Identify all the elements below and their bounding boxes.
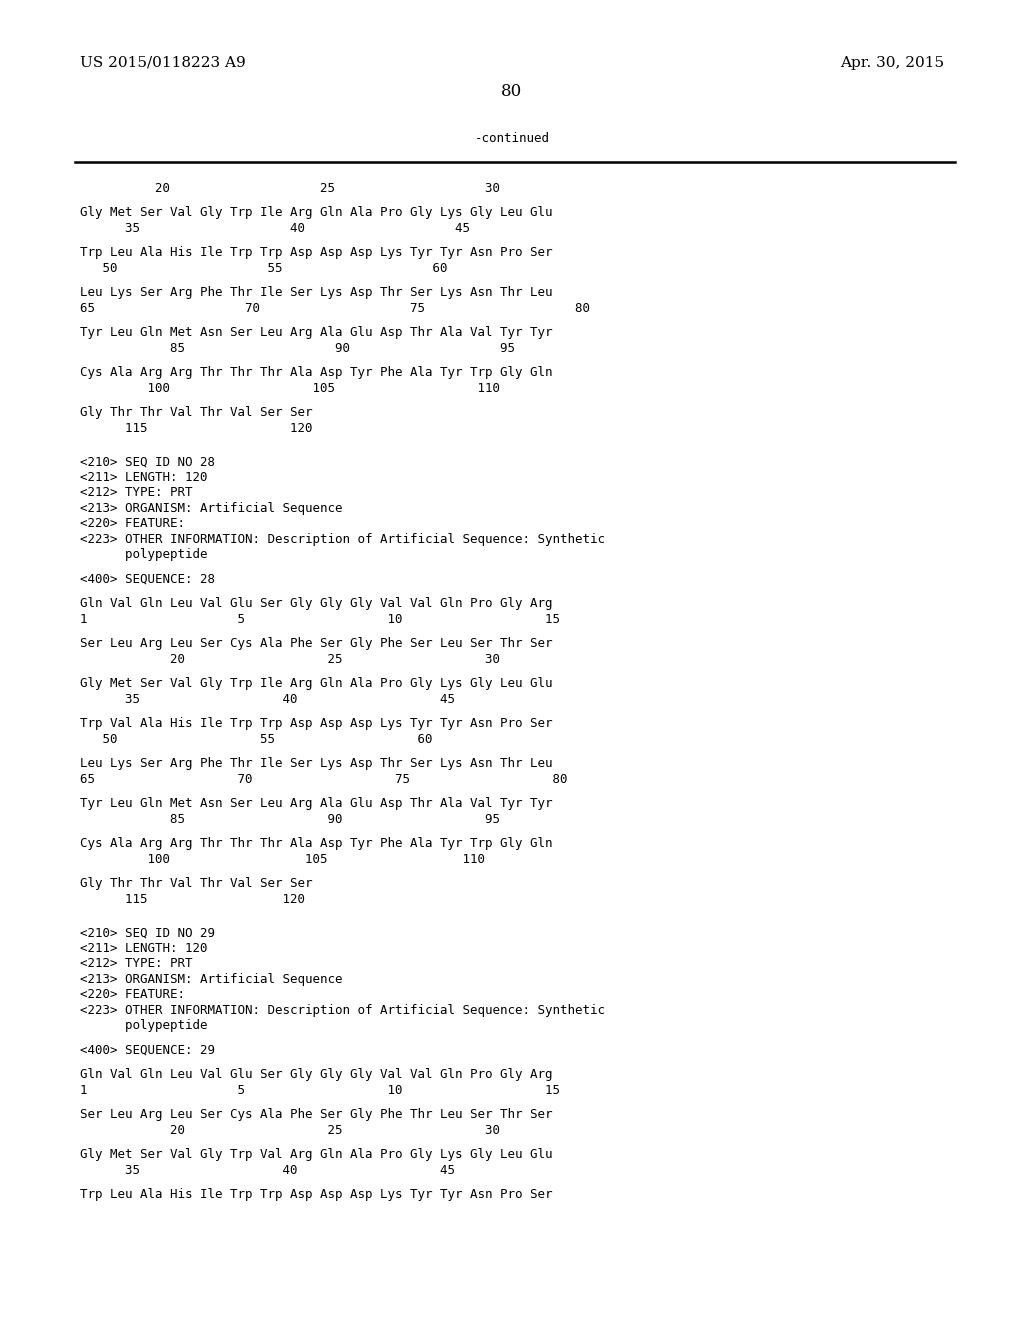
Text: <211> LENGTH: 120: <211> LENGTH: 120 — [80, 942, 208, 954]
Text: <220> FEATURE:: <220> FEATURE: — [80, 517, 185, 531]
Text: <210> SEQ ID NO 28: <210> SEQ ID NO 28 — [80, 455, 215, 469]
Text: Trp Leu Ala His Ile Trp Trp Asp Asp Asp Lys Tyr Tyr Asn Pro Ser: Trp Leu Ala His Ile Trp Trp Asp Asp Asp … — [80, 1188, 553, 1201]
Text: Tyr Leu Gln Met Asn Ser Leu Arg Ala Glu Asp Thr Ala Val Tyr Tyr: Tyr Leu Gln Met Asn Ser Leu Arg Ala Glu … — [80, 326, 553, 339]
Text: 65                    70                    75                    80: 65 70 75 80 — [80, 302, 590, 315]
Text: 85                    90                    95: 85 90 95 — [80, 342, 515, 355]
Text: <220> FEATURE:: <220> FEATURE: — [80, 989, 185, 1002]
Text: <223> OTHER INFORMATION: Description of Artificial Sequence: Synthetic: <223> OTHER INFORMATION: Description of … — [80, 533, 605, 546]
Text: 115                   120: 115 120 — [80, 422, 312, 436]
Text: 20                   25                   30: 20 25 30 — [80, 1125, 500, 1137]
Text: Leu Lys Ser Arg Phe Thr Ile Ser Lys Asp Thr Ser Lys Asn Thr Leu: Leu Lys Ser Arg Phe Thr Ile Ser Lys Asp … — [80, 758, 553, 771]
Text: <211> LENGTH: 120: <211> LENGTH: 120 — [80, 471, 208, 484]
Text: Gly Thr Thr Val Thr Val Ser Ser: Gly Thr Thr Val Thr Val Ser Ser — [80, 407, 312, 420]
Text: polypeptide: polypeptide — [80, 1019, 208, 1032]
Text: Gly Met Ser Val Gly Trp Ile Arg Gln Ala Pro Gly Lys Gly Leu Glu: Gly Met Ser Val Gly Trp Ile Arg Gln Ala … — [80, 206, 553, 219]
Text: Cys Ala Arg Arg Thr Thr Thr Ala Asp Tyr Phe Ala Tyr Trp Gly Gln: Cys Ala Arg Arg Thr Thr Thr Ala Asp Tyr … — [80, 367, 553, 379]
Text: Gly Met Ser Val Gly Trp Val Arg Gln Ala Pro Gly Lys Gly Leu Glu: Gly Met Ser Val Gly Trp Val Arg Gln Ala … — [80, 1148, 553, 1162]
Text: 115                  120: 115 120 — [80, 894, 305, 906]
Text: polypeptide: polypeptide — [80, 549, 208, 561]
Text: 1                    5                   10                   15: 1 5 10 15 — [80, 612, 560, 626]
Text: <400> SEQUENCE: 28: <400> SEQUENCE: 28 — [80, 573, 215, 586]
Text: 35                    40                    45: 35 40 45 — [80, 222, 470, 235]
Text: 100                  105                  110: 100 105 110 — [80, 853, 485, 866]
Text: Gly Thr Thr Val Thr Val Ser Ser: Gly Thr Thr Val Thr Val Ser Ser — [80, 878, 312, 891]
Text: <213> ORGANISM: Artificial Sequence: <213> ORGANISM: Artificial Sequence — [80, 973, 342, 986]
Text: Cys Ala Arg Arg Thr Thr Thr Ala Asp Tyr Phe Ala Tyr Trp Gly Gln: Cys Ala Arg Arg Thr Thr Thr Ala Asp Tyr … — [80, 837, 553, 850]
Text: Apr. 30, 2015: Apr. 30, 2015 — [840, 55, 944, 70]
Text: <212> TYPE: PRT: <212> TYPE: PRT — [80, 487, 193, 499]
Text: Ser Leu Arg Leu Ser Cys Ala Phe Ser Gly Phe Ser Leu Ser Thr Ser: Ser Leu Arg Leu Ser Cys Ala Phe Ser Gly … — [80, 638, 553, 651]
Text: Ser Leu Arg Leu Ser Cys Ala Phe Ser Gly Phe Thr Leu Ser Thr Ser: Ser Leu Arg Leu Ser Cys Ala Phe Ser Gly … — [80, 1109, 553, 1122]
Text: 50                   55                   60: 50 55 60 — [80, 733, 432, 746]
Text: 35                   40                   45: 35 40 45 — [80, 693, 455, 706]
Text: 80: 80 — [502, 83, 522, 100]
Text: 100                   105                   110: 100 105 110 — [80, 381, 500, 395]
Text: <213> ORGANISM: Artificial Sequence: <213> ORGANISM: Artificial Sequence — [80, 502, 342, 515]
Text: 20                   25                   30: 20 25 30 — [80, 653, 500, 667]
Text: <223> OTHER INFORMATION: Description of Artificial Sequence: Synthetic: <223> OTHER INFORMATION: Description of … — [80, 1005, 605, 1016]
Text: <210> SEQ ID NO 29: <210> SEQ ID NO 29 — [80, 927, 215, 940]
Text: 20                    25                    30: 20 25 30 — [80, 182, 500, 195]
Text: 65                   70                   75                   80: 65 70 75 80 — [80, 774, 567, 785]
Text: <212> TYPE: PRT: <212> TYPE: PRT — [80, 957, 193, 970]
Text: US 2015/0118223 A9: US 2015/0118223 A9 — [80, 55, 246, 70]
Text: -continued: -continued — [474, 132, 550, 145]
Text: Gln Val Gln Leu Val Glu Ser Gly Gly Gly Val Val Gln Pro Gly Arg: Gln Val Gln Leu Val Glu Ser Gly Gly Gly … — [80, 598, 553, 610]
Text: Trp Val Ala His Ile Trp Trp Asp Asp Asp Lys Tyr Tyr Asn Pro Ser: Trp Val Ala His Ile Trp Trp Asp Asp Asp … — [80, 718, 553, 730]
Text: 85                   90                   95: 85 90 95 — [80, 813, 500, 826]
Text: Gln Val Gln Leu Val Glu Ser Gly Gly Gly Val Val Gln Pro Gly Arg: Gln Val Gln Leu Val Glu Ser Gly Gly Gly … — [80, 1068, 553, 1081]
Text: 1                    5                   10                   15: 1 5 10 15 — [80, 1084, 560, 1097]
Text: <400> SEQUENCE: 29: <400> SEQUENCE: 29 — [80, 1044, 215, 1057]
Text: 35                   40                   45: 35 40 45 — [80, 1164, 455, 1177]
Text: Tyr Leu Gln Met Asn Ser Leu Arg Ala Glu Asp Thr Ala Val Tyr Tyr: Tyr Leu Gln Met Asn Ser Leu Arg Ala Glu … — [80, 797, 553, 810]
Text: Gly Met Ser Val Gly Trp Ile Arg Gln Ala Pro Gly Lys Gly Leu Glu: Gly Met Ser Val Gly Trp Ile Arg Gln Ala … — [80, 677, 553, 690]
Text: Leu Lys Ser Arg Phe Thr Ile Ser Lys Asp Thr Ser Lys Asn Thr Leu: Leu Lys Ser Arg Phe Thr Ile Ser Lys Asp … — [80, 286, 553, 300]
Text: Trp Leu Ala His Ile Trp Trp Asp Asp Asp Lys Tyr Tyr Asn Pro Ser: Trp Leu Ala His Ile Trp Trp Asp Asp Asp … — [80, 247, 553, 260]
Text: 50                    55                    60: 50 55 60 — [80, 261, 447, 275]
